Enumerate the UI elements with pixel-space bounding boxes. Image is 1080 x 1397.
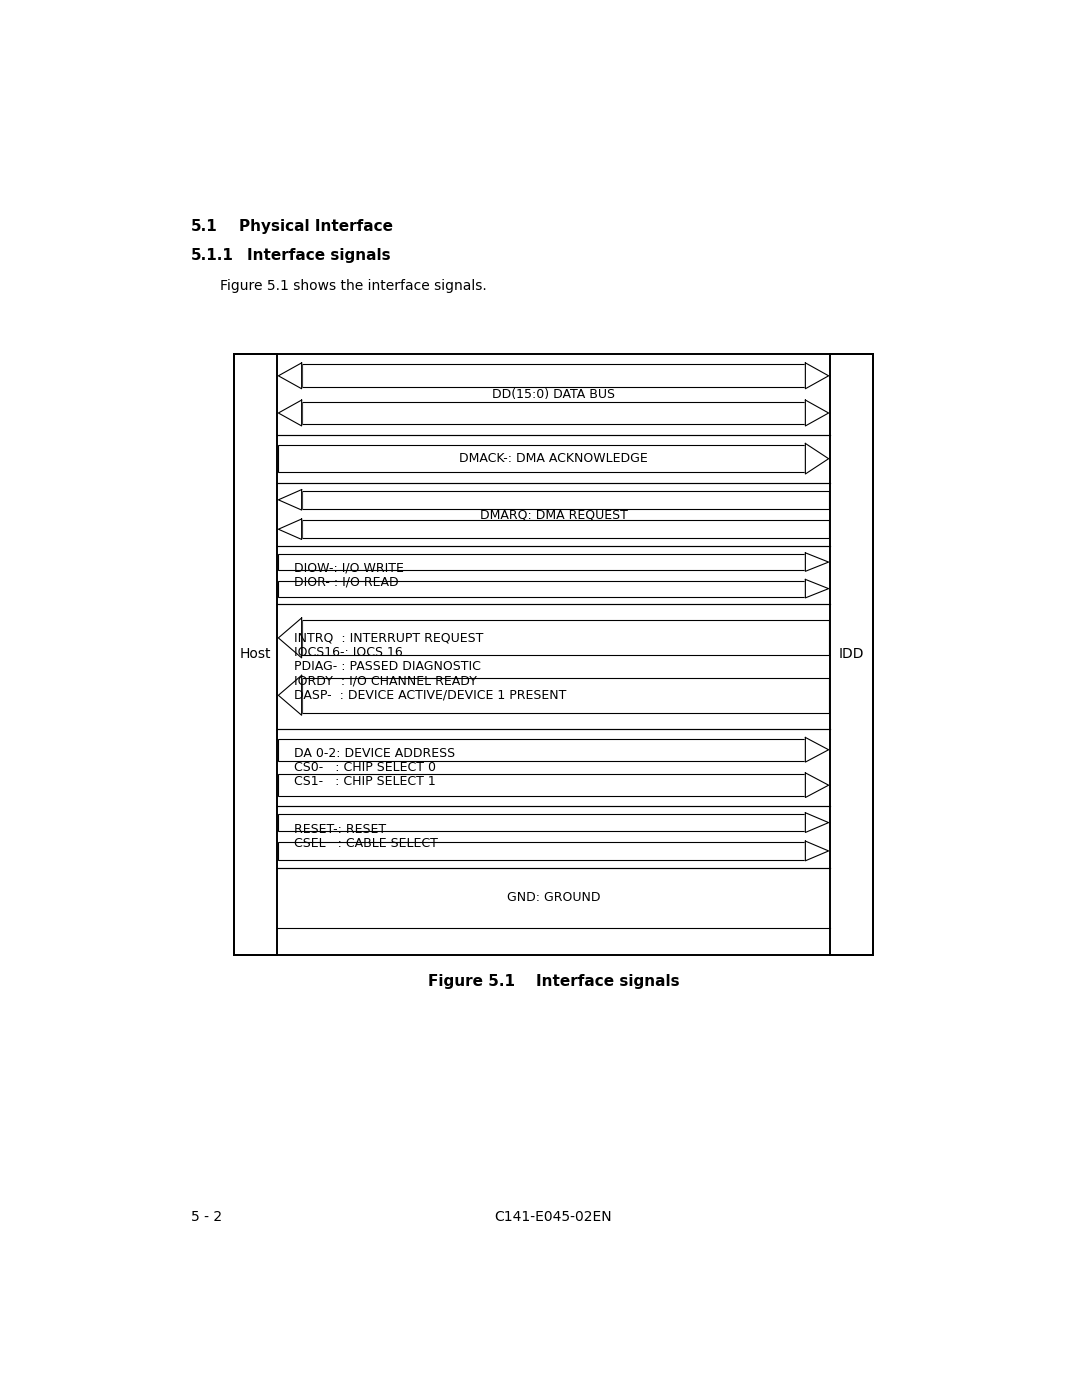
- Bar: [301, 490, 828, 509]
- Bar: [301, 620, 828, 655]
- Text: Figure 5.1    Interface signals: Figure 5.1 Interface signals: [428, 974, 679, 989]
- Polygon shape: [806, 400, 828, 426]
- Text: DIOR- : I/O READ: DIOR- : I/O READ: [294, 576, 399, 590]
- Polygon shape: [806, 580, 828, 598]
- Text: CS0-   : CHIP SELECT 0: CS0- : CHIP SELECT 0: [294, 761, 436, 774]
- Text: 5.1: 5.1: [191, 219, 217, 235]
- Bar: [279, 814, 806, 831]
- Text: Host: Host: [240, 647, 271, 661]
- Text: DMACK-: DMA ACKNOWLEDGE: DMACK-: DMA ACKNOWLEDGE: [459, 453, 648, 465]
- Polygon shape: [806, 553, 828, 571]
- Text: IOCS16-: IOCS 16: IOCS16-: IOCS 16: [294, 645, 403, 659]
- Polygon shape: [806, 363, 828, 388]
- Text: RESET-: RESET: RESET-: RESET: [294, 823, 386, 837]
- Text: Physical Interface: Physical Interface: [239, 219, 393, 235]
- Bar: [234, 353, 873, 954]
- Bar: [279, 446, 806, 472]
- Polygon shape: [279, 400, 301, 426]
- Text: CS1-   : CHIP SELECT 1: CS1- : CHIP SELECT 1: [294, 775, 435, 788]
- Bar: [301, 402, 806, 425]
- Bar: [831, 353, 873, 954]
- Polygon shape: [279, 520, 301, 539]
- Bar: [301, 520, 828, 538]
- Bar: [234, 353, 276, 954]
- Bar: [234, 353, 276, 954]
- Polygon shape: [806, 443, 828, 474]
- Polygon shape: [279, 617, 301, 658]
- Text: DMARQ: DMA REQUEST: DMARQ: DMA REQUEST: [480, 509, 627, 521]
- Bar: [279, 581, 806, 597]
- Bar: [279, 774, 806, 796]
- Text: 5.1.1: 5.1.1: [191, 249, 233, 264]
- Text: DIOW-: I/O WRITE: DIOW-: I/O WRITE: [294, 562, 404, 574]
- Text: GND: GROUND: GND: GROUND: [507, 891, 600, 904]
- Bar: [279, 842, 806, 859]
- Text: IDD: IDD: [839, 647, 864, 661]
- Text: DD(15:0) DATA BUS: DD(15:0) DATA BUS: [492, 388, 615, 401]
- Bar: [301, 678, 828, 712]
- Text: CSEL   : CABLE SELECT: CSEL : CABLE SELECT: [294, 837, 437, 851]
- Bar: [279, 555, 806, 570]
- Bar: [279, 739, 806, 760]
- Text: DASP-  : DEVICE ACTIVE/DEVICE 1 PRESENT: DASP- : DEVICE ACTIVE/DEVICE 1 PRESENT: [294, 689, 566, 701]
- Text: IORDY  : I/O CHANNEL READY: IORDY : I/O CHANNEL READY: [294, 675, 476, 687]
- Bar: [831, 353, 873, 954]
- Bar: [301, 365, 806, 387]
- Text: 5 - 2: 5 - 2: [191, 1210, 221, 1224]
- Text: Interface signals: Interface signals: [246, 249, 390, 264]
- Polygon shape: [806, 813, 828, 833]
- Text: Figure 5.1 shows the interface signals.: Figure 5.1 shows the interface signals.: [220, 279, 487, 293]
- Text: DA 0-2: DEVICE ADDRESS: DA 0-2: DEVICE ADDRESS: [294, 747, 455, 760]
- Polygon shape: [279, 675, 301, 715]
- Polygon shape: [806, 841, 828, 861]
- Text: PDIAG- : PASSED DIAGNOSTIC: PDIAG- : PASSED DIAGNOSTIC: [294, 661, 481, 673]
- Polygon shape: [806, 738, 828, 763]
- Polygon shape: [806, 773, 828, 798]
- Text: C141-E045-02EN: C141-E045-02EN: [495, 1210, 612, 1224]
- Bar: [234, 353, 873, 954]
- Polygon shape: [279, 489, 301, 510]
- Text: INTRQ  : INTERRUPT REQUEST: INTRQ : INTERRUPT REQUEST: [294, 631, 483, 644]
- Polygon shape: [279, 363, 301, 388]
